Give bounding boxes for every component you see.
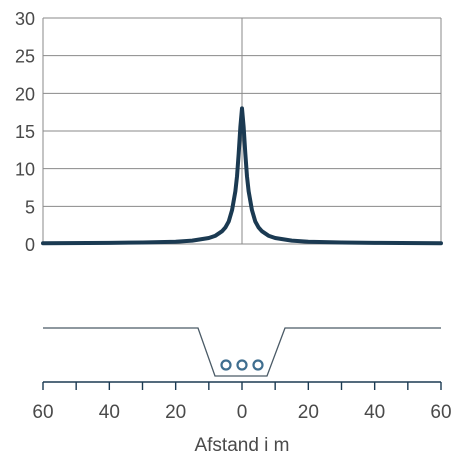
y-tick-label: 30 (15, 9, 35, 29)
cable-conductor (252, 359, 264, 371)
y-tick-labels: 0 5 10 15 20 25 30 (15, 9, 35, 255)
grid-layer (42, 17, 442, 245)
y-tick-label: 20 (15, 84, 35, 104)
x-axis-label: Afstand i m (194, 435, 289, 456)
x-tick-label: 60 (430, 402, 451, 423)
y-tick-label: 5 (25, 197, 35, 217)
y-tick-label: 10 (15, 160, 35, 180)
x-tick-label: 20 (298, 402, 319, 423)
x-tick-label: 40 (364, 402, 385, 423)
cable-trench-cross-section (43, 327, 441, 377)
y-tick-label: 15 (15, 122, 35, 142)
y-tick-label: 0 (25, 235, 35, 255)
x-tick-label: 0 (237, 402, 248, 423)
field-curve-layer (41, 106, 443, 246)
field-curve (41, 106, 443, 246)
x-tick-label: 20 (165, 402, 186, 423)
distance-axis: 60 40 20 0 20 40 60 (32, 381, 452, 423)
trench-outline (43, 327, 441, 377)
x-tick-label: 60 (32, 402, 53, 423)
cable-conductor (220, 359, 232, 371)
x-tick-label: 40 (99, 402, 120, 423)
y-tick-label: 25 (15, 47, 35, 67)
cable-conductor (236, 359, 248, 371)
